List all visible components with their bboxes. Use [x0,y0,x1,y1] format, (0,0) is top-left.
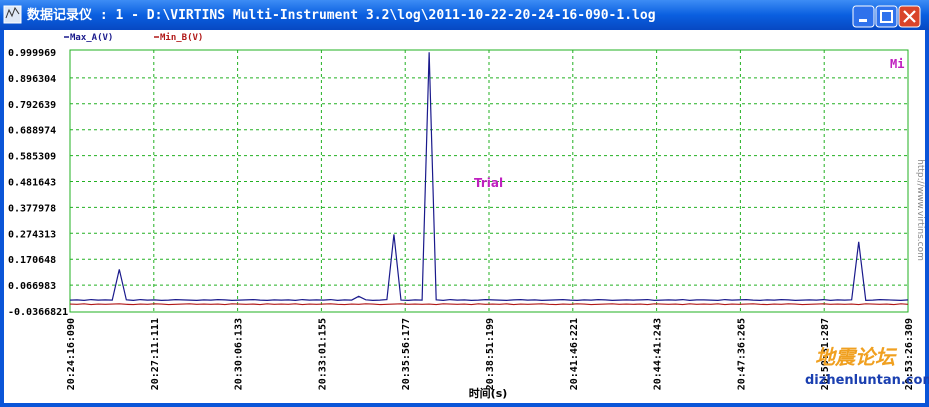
x-tick-label: 20:44:41:243 [653,318,664,390]
app-icon-glyph [5,6,20,19]
y-tick-label: 0.066983 [8,281,56,292]
x-tick-label: 20:27:11:111 [150,318,161,390]
series-line [69,52,909,301]
legend-entry: Max_A(V) [70,33,113,43]
legend-entry: Min_B(V) [160,32,203,43]
x-tick-label: 20:50:31:287 [820,318,831,390]
x-tick-label: 20:38:51:199 [485,318,496,390]
x-tick-label: 20:24:16:090 [66,318,77,390]
x-tick-label: 20:30:06:133 [234,318,245,390]
y-tick-label: -0.0366821 [8,307,68,318]
chart: 0.999969 0.896304 0.792639 0.688974 0.585309… [8,48,915,390]
y-tick-label: 0.585309 [8,152,56,163]
minimize-glyph [859,19,867,22]
watermark: http://www.virtins.com [915,159,925,261]
y-tick-label: 0.170648 [8,255,56,266]
annotation: Trial [474,176,503,190]
minimize-button[interactable] [852,5,875,28]
watermark: dizhenluntan.com [805,373,929,388]
y-tick-label: 0.896304 [8,74,56,85]
annotation: Mi [890,57,904,71]
y-tick-label: 0.377978 [8,203,56,214]
series-line [69,303,909,306]
maximize-glyph [880,10,893,23]
x-tick-label: 20:35:56:177 [401,318,412,390]
watermark: 地震论坛 [815,345,898,369]
x-axis-label: 时间(s) [469,386,508,400]
close-glyph [903,10,916,23]
y-tick-label: 0.688974 [8,126,56,137]
x-tick-label: 20:47:36:265 [736,318,747,390]
x-tick-label: 20:53:26:309 [904,318,915,390]
y-tick-label: 0.999969 [8,48,56,59]
y-tick-label: 0.792639 [8,100,56,111]
y-tick-label: 0.274313 [8,229,56,240]
window-title: 数据记录仪 : 1 - D:\VIRTINS Multi-Instrument … [27,7,656,23]
x-tick-label: 20:41:46:221 [569,318,580,390]
y-tick-label: 0.481643 [8,178,56,189]
x-tick-label: 20:33:01:155 [317,318,328,390]
maximize-button[interactable] [875,5,898,28]
title-bar [0,0,929,30]
